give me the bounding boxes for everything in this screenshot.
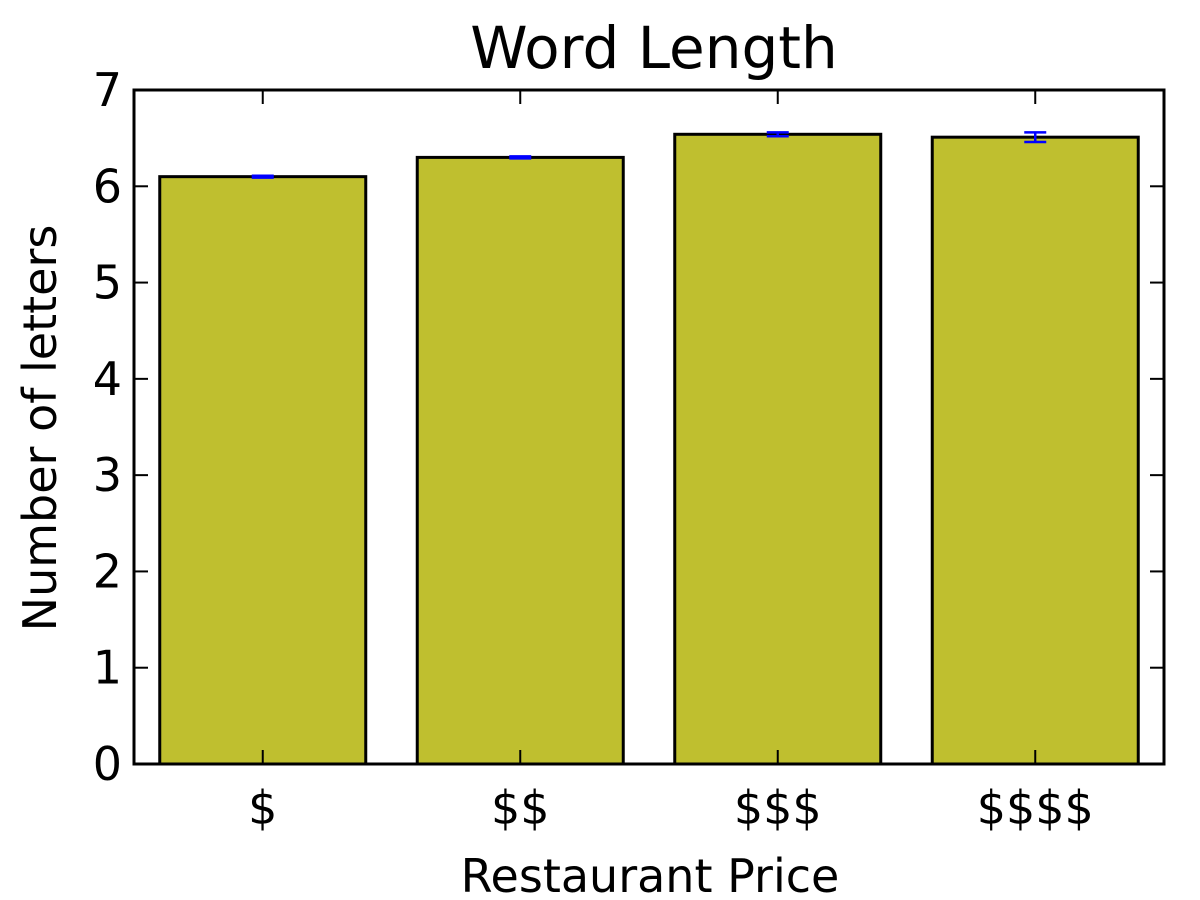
y-tick-label: 5 <box>93 256 122 310</box>
plot-frame <box>132 88 1166 766</box>
x-axis-label: Restaurant Price <box>461 849 840 900</box>
y-tick-label: 1 <box>93 641 122 695</box>
y-tick-label: 4 <box>93 352 122 406</box>
bar-3 <box>673 132 883 766</box>
x-tick-label: $$$ <box>734 781 822 835</box>
x-tick-label: $$$$ <box>977 781 1094 835</box>
error-bar-1 <box>251 174 274 179</box>
error-bar-4 <box>1024 131 1047 144</box>
bar-4 <box>930 135 1140 766</box>
y-axis-label: Number of letters <box>13 225 67 632</box>
y-tick-label: 7 <box>93 63 122 117</box>
y-tick-label: 2 <box>93 544 122 598</box>
y-tick-label: 0 <box>93 737 122 791</box>
error-bar-3 <box>766 131 789 138</box>
x-tick-label: $$ <box>491 781 550 835</box>
error-bar-2 <box>509 155 532 160</box>
bar-1 <box>158 175 368 766</box>
y-tick-label: 6 <box>93 159 122 213</box>
y-tick-label: 3 <box>93 448 122 502</box>
x-tick-label: $ <box>248 781 277 835</box>
bar-2 <box>415 155 625 766</box>
chart-title: Word Length <box>470 14 838 82</box>
